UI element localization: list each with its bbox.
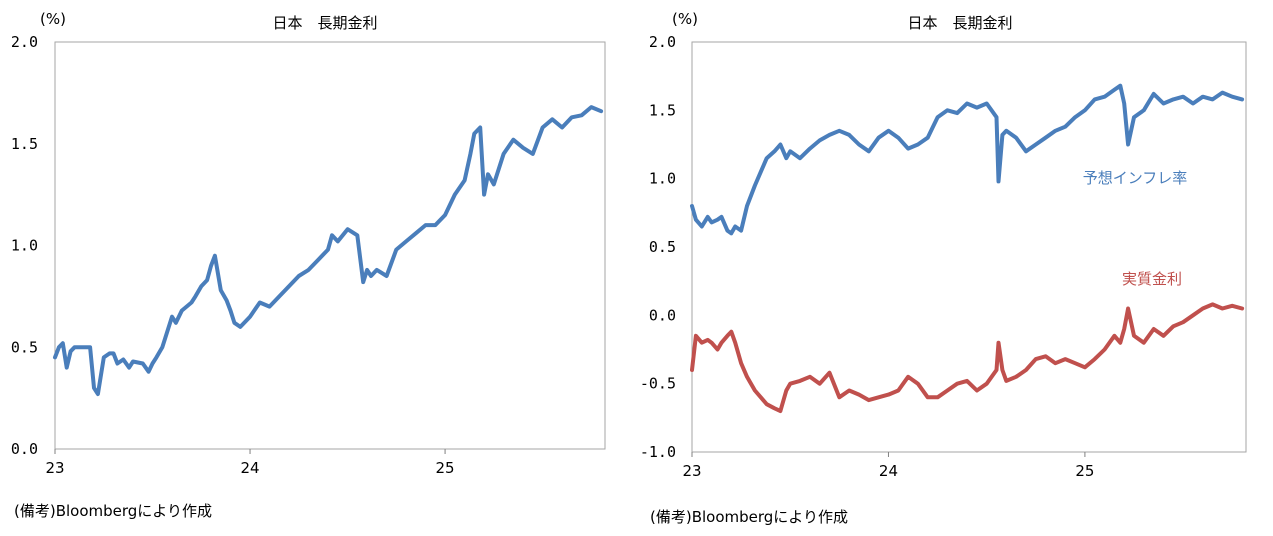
unit-label: (%) [40,10,66,28]
source-note: (備考)Bloombergにより作成 [650,508,849,526]
series-line-1 [690,83,1245,236]
chart-left: (%) 日本 長期金利 2.0 1.5 1.0 0.5 0.0 23 24 25 [11,10,606,477]
y-tick-label: -1.0 [640,443,676,461]
y-tick-label: 1.5 [649,101,676,119]
chart-title: 日本 長期金利 [907,14,1012,32]
y-tick-label: 0.0 [11,440,38,458]
y-tick-label: -0.5 [640,375,676,393]
y-tick-label: 0.0 [649,306,676,324]
series-line-1 [53,105,604,397]
series-line-2 [690,302,1245,413]
x-tick-label: 23 [682,462,701,480]
x-tick-label: 25 [1075,462,1094,480]
y-tick-label: 1.0 [649,170,676,188]
plot-area [54,41,606,450]
plot-area [691,41,1247,453]
x-tick-label: 24 [240,459,259,477]
x-tick-label: 24 [879,462,898,480]
y-tick-label: 0.5 [649,238,676,256]
source-note: (備考)Bloombergにより作成 [14,502,213,520]
y-tick-label: 1.5 [11,135,38,153]
chart-title: 日本 長期金利 [272,14,377,32]
y-tick-label: 0.5 [11,338,38,356]
y-tick-label: 1.0 [11,237,38,255]
x-tick-label: 23 [45,459,64,477]
unit-label: (%) [672,10,698,28]
series-label-expected-inflation: 予想インフレ率 [1083,169,1188,187]
y-tick-label: 2.0 [649,33,676,51]
x-tick-label: 25 [436,459,455,477]
series-label-real-rate: 実質金利 [1122,270,1182,288]
chart-right: (%) 日本 長期金利 2.0 1.5 1.0 0.5 0.0 -0.5 -1.0 23 24… [640,10,1247,480]
y-tick-label: 2.0 [11,33,38,51]
